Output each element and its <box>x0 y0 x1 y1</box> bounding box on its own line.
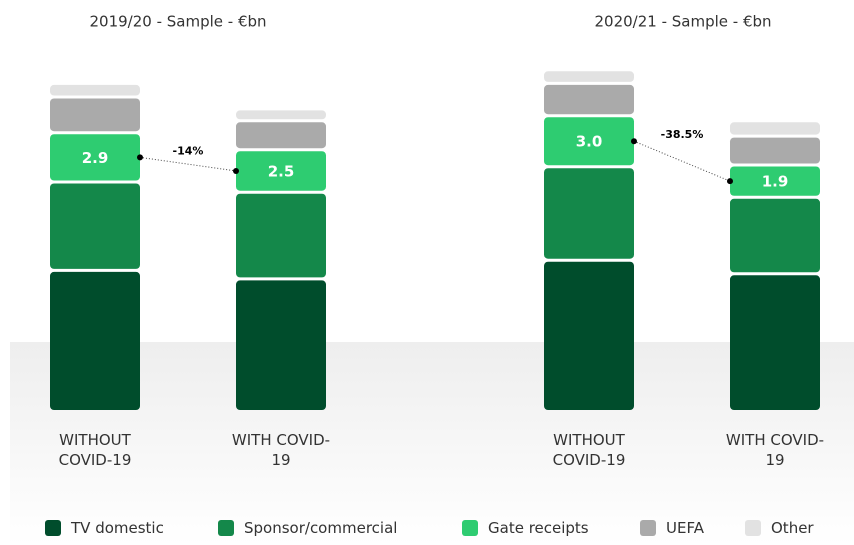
category-label: WITHOUT COVID-19 <box>58 431 132 469</box>
bar-segment <box>50 98 140 132</box>
legend-label: Sponsor/commercial <box>244 519 398 537</box>
legend-item: Other <box>745 519 814 537</box>
legend-swatch <box>45 520 61 536</box>
panel-title: 2019/20 - Sample - €bn <box>89 13 266 31</box>
bar-segment <box>236 280 326 410</box>
connector-dot <box>233 167 239 174</box>
value-label: 2.5 <box>268 162 295 180</box>
bar-segment <box>544 261 634 410</box>
legend-item: TV domestic <box>45 519 164 537</box>
connector <box>139 156 237 172</box>
legend-swatch <box>640 520 656 536</box>
annotation: -14% <box>173 144 204 157</box>
connector-dot <box>631 138 637 145</box>
bar-segment <box>544 84 634 115</box>
bar-segment <box>236 151 326 191</box>
connector <box>633 140 731 182</box>
bar-segment <box>50 134 140 181</box>
legend-item: UEFA <box>640 519 704 537</box>
legend-swatch <box>745 520 761 536</box>
bar-segment <box>544 168 634 259</box>
bar-segment <box>236 110 326 120</box>
background-band <box>10 342 854 545</box>
category-label: WITH COVID-19 <box>725 431 825 469</box>
annotation: -38.5% <box>661 128 704 141</box>
legend-label: TV domestic <box>71 519 164 537</box>
bar-segment <box>50 271 140 410</box>
bar-segment <box>730 137 820 164</box>
bar-segment <box>730 122 820 135</box>
value-label: 3.0 <box>576 133 603 151</box>
value-label: 1.9 <box>762 173 789 191</box>
legend-swatch <box>218 520 234 536</box>
legend-label: Other <box>771 519 814 537</box>
category-label: WITH COVID-19 <box>231 431 331 469</box>
category-label: WITHOUT COVID-19 <box>552 431 626 469</box>
bar-segment <box>236 193 326 278</box>
bar-segment <box>730 275 820 410</box>
bar-segment <box>544 71 634 82</box>
legend-item: Gate receipts <box>462 519 589 537</box>
bar-segment <box>50 84 140 96</box>
value-label: 2.9 <box>82 149 109 167</box>
connector-dot <box>727 178 733 185</box>
legend-item: Sponsor/commercial <box>218 519 397 537</box>
bar-segment <box>50 183 140 269</box>
bar-segment <box>730 166 820 196</box>
legend-swatch <box>462 520 478 536</box>
bar-segment <box>730 198 820 273</box>
connector-dot <box>137 154 143 161</box>
bar-segment <box>236 122 326 149</box>
legend-label: Gate receipts <box>488 519 589 537</box>
panel-title: 2020/21 - Sample - €bn <box>594 13 771 31</box>
bar-segment <box>544 117 634 166</box>
legend-label: UEFA <box>666 519 704 537</box>
